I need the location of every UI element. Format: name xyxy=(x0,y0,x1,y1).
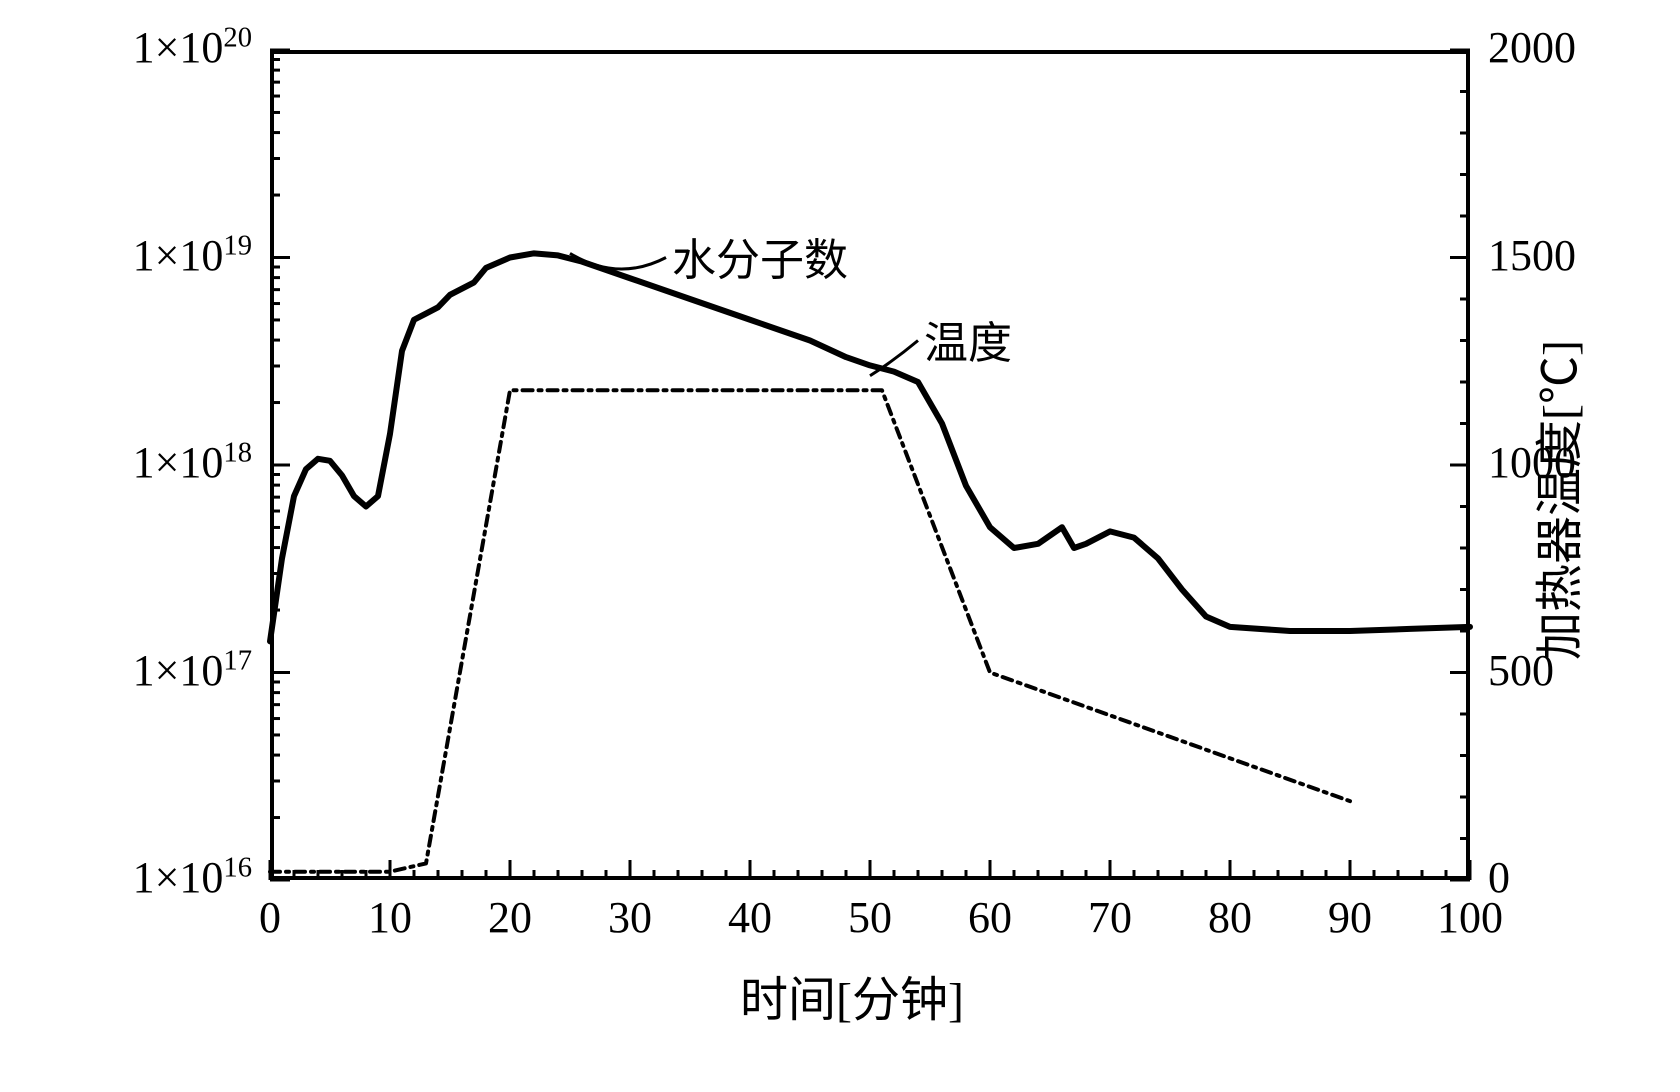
series-label-water: 水分子数 xyxy=(672,224,848,288)
chart-container: 水分子数[个/分钟] 加热器温度[℃] 时间[分钟] 水分子数 温度 01020… xyxy=(0,0,1680,1092)
x-tick-label: 50 xyxy=(830,892,910,943)
x-tick-label: 30 xyxy=(590,892,670,943)
x-tick-label: 40 xyxy=(710,892,790,943)
y-left-tick-label: 1×1017 xyxy=(133,645,252,696)
y-right-tick-label: 1000 xyxy=(1488,437,1576,488)
x-tick-label: 70 xyxy=(1070,892,1150,943)
y-right-tick-label: 500 xyxy=(1488,645,1554,696)
x-axis-label: 时间[分钟] xyxy=(740,960,964,1030)
y-left-tick-label: 1×1019 xyxy=(133,230,252,281)
series-temp-line xyxy=(270,390,1350,871)
y-right-tick-label: 2000 xyxy=(1488,22,1576,73)
x-tick-label: 20 xyxy=(470,892,550,943)
y-left-tick-label: 1×1020 xyxy=(133,22,252,73)
callout-water xyxy=(570,253,666,269)
y-left-tick-label: 1×1016 xyxy=(133,852,252,903)
y-right-axis-label: 加热器温度[℃] xyxy=(1520,340,1590,660)
y-left-tick-label: 1×1018 xyxy=(133,437,252,488)
series-label-temp: 温度 xyxy=(924,307,1012,371)
series-water-line xyxy=(270,253,1470,641)
x-tick-label: 10 xyxy=(350,892,430,943)
x-tick-label: 60 xyxy=(950,892,1030,943)
x-tick-label: 80 xyxy=(1190,892,1270,943)
x-tick-label: 90 xyxy=(1310,892,1390,943)
y-right-tick-label: 0 xyxy=(1488,852,1510,903)
y-right-tick-label: 1500 xyxy=(1488,230,1576,281)
